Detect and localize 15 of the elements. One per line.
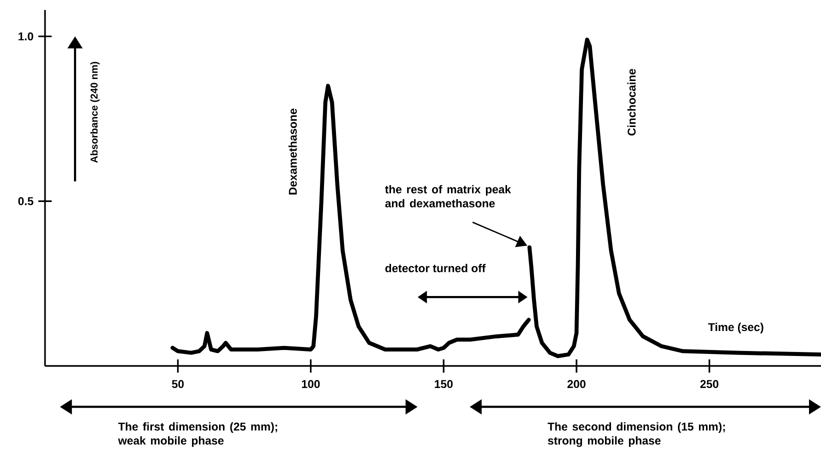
annotation: detector turned off: [385, 264, 486, 272]
annotation: Dexamethasone: [288, 108, 297, 194]
annotation: Cinchocaine: [627, 68, 636, 136]
x-tick-label: 250: [700, 380, 718, 388]
x-tick-label: 50: [172, 380, 184, 388]
x-tick-label: 150: [434, 380, 453, 388]
y-axis-title: Absorbance (240 nm): [90, 62, 100, 163]
x-tick-label: 200: [567, 380, 586, 388]
annotation: the rest of matrix peak and dexamethasone: [385, 185, 512, 208]
y-tick-label: 1.0: [18, 32, 34, 40]
text: The second dimension (15 mm); strong mobile phase: [548, 422, 725, 447]
x-axis-title: Time (sec): [708, 322, 764, 334]
y-tick-label: 0.5: [18, 197, 34, 206]
text: The first dimension (25 mm); weak mobile phase: [118, 422, 278, 447]
x-tick-label: 100: [302, 380, 320, 388]
